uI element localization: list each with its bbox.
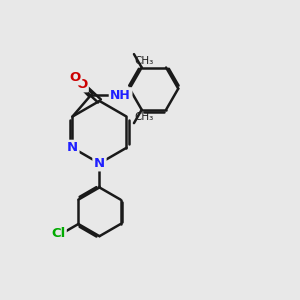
Text: N: N bbox=[67, 141, 78, 154]
Text: O: O bbox=[70, 71, 81, 84]
Text: NH: NH bbox=[110, 89, 131, 102]
Text: O: O bbox=[76, 78, 87, 91]
Text: N: N bbox=[94, 157, 105, 170]
Text: CH₃: CH₃ bbox=[135, 112, 154, 122]
Text: Cl: Cl bbox=[51, 227, 65, 240]
Text: CH₃: CH₃ bbox=[135, 56, 154, 66]
